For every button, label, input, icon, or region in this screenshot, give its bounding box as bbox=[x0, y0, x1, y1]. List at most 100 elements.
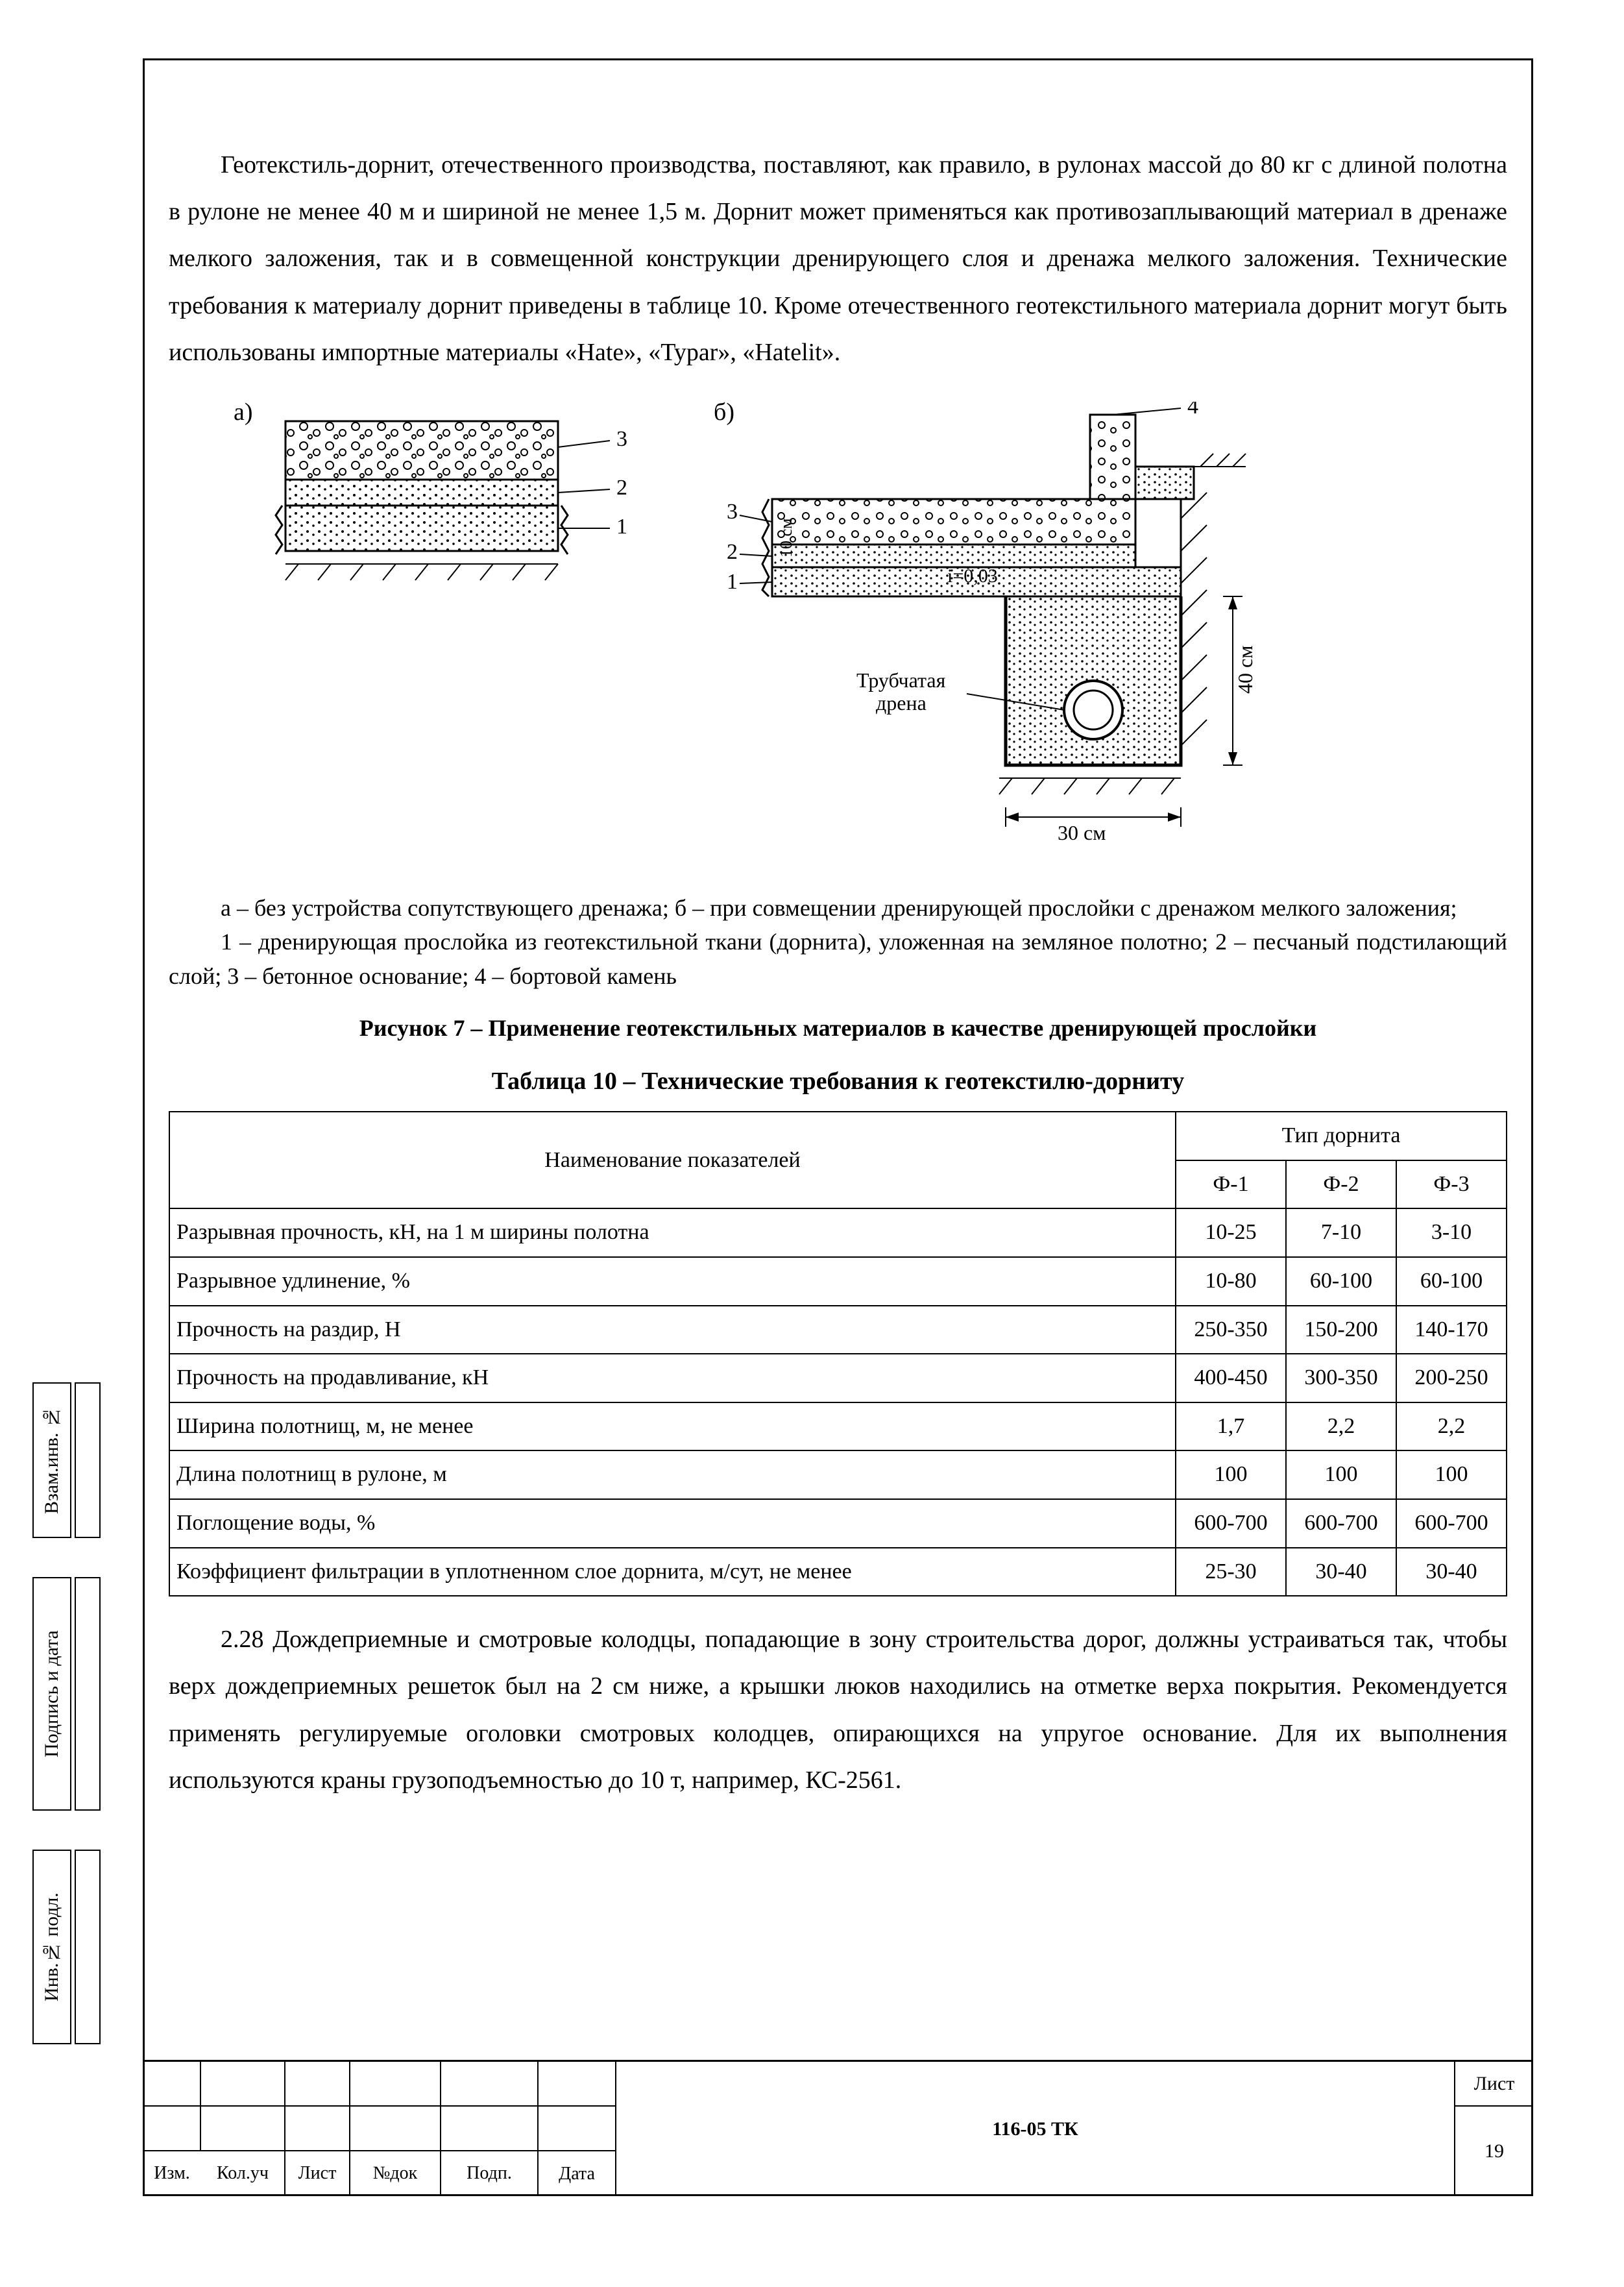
svg-text:Трубчатая: Трубчатая bbox=[856, 668, 946, 692]
table-cell-value: 10-25 bbox=[1176, 1208, 1286, 1257]
side-stamp-vzam-inv-blank bbox=[75, 1382, 101, 1538]
tb-head-podp: Подп. bbox=[441, 2151, 539, 2196]
table-col-f3: Ф-3 bbox=[1396, 1160, 1507, 1209]
content-area: Геотекстиль-дорнит, отечественного произ… bbox=[169, 117, 1507, 2040]
table-cell-value: 7-10 bbox=[1286, 1208, 1396, 1257]
svg-text:10 см: 10 см bbox=[777, 518, 795, 557]
table-header-group: Тип дорнита bbox=[1176, 1112, 1507, 1160]
table-cell-value: 600-700 bbox=[1286, 1499, 1396, 1548]
figure-7-title: Рисунок 7 – Применение геотекстильных ма… bbox=[169, 1006, 1507, 1050]
side-stamp-label: Инв.№ подл. bbox=[34, 1851, 70, 2043]
paragraph-top: Геотекстиль-дорнит, отечественного произ… bbox=[169, 141, 1507, 376]
side-stamp-label: Взам.инв. № bbox=[34, 1384, 70, 1537]
table-cell-value: 60-100 bbox=[1396, 1257, 1507, 1306]
svg-text:3: 3 bbox=[727, 500, 738, 524]
table-cell-value: 30-40 bbox=[1286, 1548, 1396, 1596]
diagram-b-svg: 4 10 bbox=[727, 402, 1311, 856]
tb-head-izm: Изм. bbox=[143, 2151, 201, 2196]
table-cell-value: 600-700 bbox=[1176, 1499, 1286, 1548]
table-row: Поглощение воды, %600-700600-700600-700 bbox=[169, 1499, 1507, 1548]
titleblock: 116-05 ТК Лист 19 Изм. Кол.уч Лист №док … bbox=[143, 2060, 1533, 2196]
tb-cell bbox=[285, 2107, 350, 2151]
callout-2: 2 bbox=[616, 476, 627, 500]
table-cell-value: 600-700 bbox=[1396, 1499, 1507, 1548]
svg-text:2: 2 bbox=[727, 540, 738, 564]
tb-head-koluch: Кол.уч bbox=[201, 2151, 285, 2196]
page: Взам.инв. № Подпись и дата Инв.№ подл. Г… bbox=[0, 0, 1624, 2287]
callout-3: 3 bbox=[616, 427, 627, 451]
side-stamp-label: Подпись и дата bbox=[34, 1578, 70, 1809]
tb-head-list: Лист bbox=[285, 2151, 350, 2196]
table-cell-value: 100 bbox=[1286, 1450, 1396, 1499]
tb-cell bbox=[285, 2062, 350, 2107]
svg-text:дрена: дрена bbox=[876, 691, 927, 715]
tb-cell bbox=[201, 2062, 285, 2107]
table-10-title: Таблица 10 – Технические требования к ге… bbox=[169, 1058, 1507, 1105]
table-cell-name: Длина полотнищ в рулоне, м bbox=[169, 1450, 1176, 1499]
table-cell-value: 100 bbox=[1396, 1450, 1507, 1499]
table-row: Прочность на раздир, Н250-350150-200140-… bbox=[169, 1306, 1507, 1354]
tb-cell bbox=[201, 2107, 285, 2151]
side-stamp-podpis-data: Подпись и дата bbox=[32, 1577, 71, 1811]
table-row: Прочность на продавливание, кН400-450300… bbox=[169, 1354, 1507, 1402]
dim-40: 40 см bbox=[1233, 645, 1257, 693]
table-cell-name: Прочность на раздир, Н bbox=[169, 1306, 1176, 1354]
dim-30: 30 см bbox=[1058, 821, 1106, 844]
table-10: Наименование показателей Тип дорнита Ф-1… bbox=[169, 1111, 1507, 1596]
tb-cell bbox=[350, 2062, 441, 2107]
table-col-f1: Ф-1 bbox=[1176, 1160, 1286, 1209]
tb-cell bbox=[143, 2107, 201, 2151]
titleblock-list-label: Лист bbox=[1455, 2062, 1533, 2107]
side-stamp-podpis-data-blank bbox=[75, 1577, 101, 1811]
table-cell-value: 25-30 bbox=[1176, 1548, 1286, 1596]
table-cell-value: 140-170 bbox=[1396, 1306, 1507, 1354]
diagram-b: б) bbox=[727, 402, 1311, 872]
table-cell-value: 30-40 bbox=[1396, 1548, 1507, 1596]
paragraph-2-28: 2.28 Дождеприемные и смотровые колодцы, … bbox=[169, 1616, 1507, 1804]
table-cell-value: 400-450 bbox=[1176, 1354, 1286, 1402]
table-cell-value: 300-350 bbox=[1286, 1354, 1396, 1402]
table-cell-name: Разрывное удлинение, % bbox=[169, 1257, 1176, 1306]
svg-text:4: 4 bbox=[1187, 402, 1198, 419]
side-stamp-inv-podl: Инв.№ подл. bbox=[32, 1850, 71, 2044]
tb-cell bbox=[539, 2107, 616, 2151]
table-row: Ширина полотнищ, м, не менее1,72,22,2 bbox=[169, 1402, 1507, 1451]
table-cell-value: 3-10 bbox=[1396, 1208, 1507, 1257]
tb-cell bbox=[441, 2062, 539, 2107]
table-cell-value: 2,2 bbox=[1286, 1402, 1396, 1451]
table-row: Длина полотнищ в рулоне, м100100100 bbox=[169, 1450, 1507, 1499]
diagram-b-label: б) bbox=[714, 389, 734, 435]
table-cell-value: 60-100 bbox=[1286, 1257, 1396, 1306]
table-cell-value: 200-250 bbox=[1396, 1354, 1507, 1402]
table-cell-value: 250-350 bbox=[1176, 1306, 1286, 1354]
table-cell-value: 100 bbox=[1176, 1450, 1286, 1499]
diagram-a: а) bbox=[247, 402, 649, 651]
side-stamp-vzam-inv: Взам.инв. № bbox=[32, 1382, 71, 1538]
table-cell-name: Разрывная прочность, кН, на 1 м ширины п… bbox=[169, 1208, 1176, 1257]
tb-cell bbox=[441, 2107, 539, 2151]
table-cell-value: 10-80 bbox=[1176, 1257, 1286, 1306]
table-row: Разрывное удлинение, %10-8060-10060-100 bbox=[169, 1257, 1507, 1306]
tb-head-ndok: №док bbox=[350, 2151, 441, 2196]
tb-cell bbox=[350, 2107, 441, 2151]
titleblock-doc-number: 116-05 ТК bbox=[616, 2062, 1455, 2196]
tb-head-data: Дата bbox=[539, 2151, 616, 2196]
table-col-f2: Ф-2 bbox=[1286, 1160, 1396, 1209]
tb-cell bbox=[539, 2062, 616, 2107]
table-cell-name: Поглощение воды, % bbox=[169, 1499, 1176, 1548]
side-stamp-inv-podl-blank bbox=[75, 1850, 101, 2044]
diagram-a-label: а) bbox=[234, 389, 253, 435]
figure-7-diagram: а) bbox=[247, 402, 1507, 872]
svg-text:1: 1 bbox=[727, 570, 738, 594]
table-header-name: Наименование показателей bbox=[169, 1112, 1176, 1208]
slope-label: i=0,03 bbox=[947, 565, 998, 587]
figure-caption-ab: а – без устройства сопутствующего дренаж… bbox=[169, 891, 1507, 993]
table-cell-name: Коэффициент фильтрации в уплотненном сло… bbox=[169, 1548, 1176, 1596]
table-cell-value: 2,2 bbox=[1396, 1402, 1507, 1451]
table-cell-name: Прочность на продавливание, кН bbox=[169, 1354, 1176, 1402]
table-row: Разрывная прочность, кН, на 1 м ширины п… bbox=[169, 1208, 1507, 1257]
table-cell-value: 1,7 bbox=[1176, 1402, 1286, 1451]
tb-cell bbox=[143, 2062, 201, 2107]
table-row: Коэффициент фильтрации в уплотненном сло… bbox=[169, 1548, 1507, 1596]
table-cell-value: 150-200 bbox=[1286, 1306, 1396, 1354]
